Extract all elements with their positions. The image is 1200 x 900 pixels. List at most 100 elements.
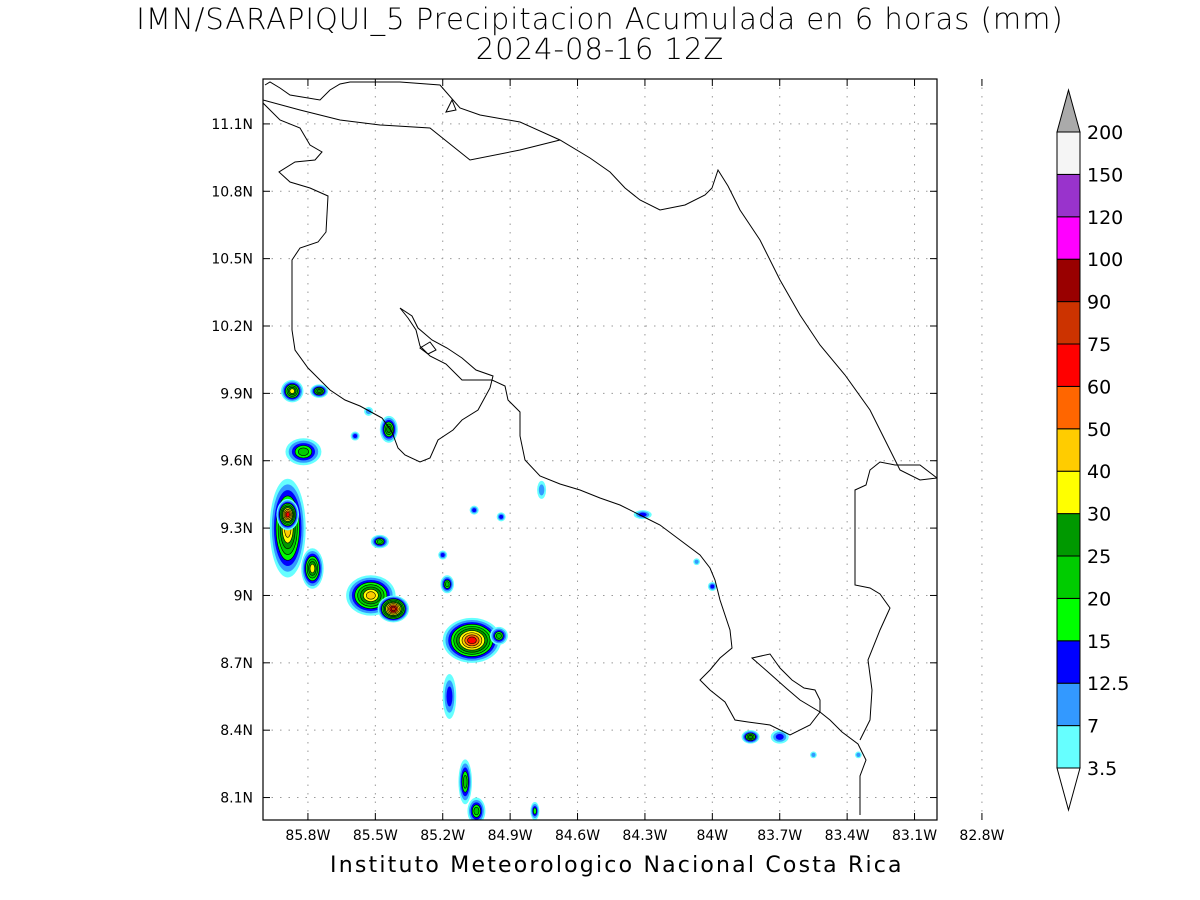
precip-cell <box>707 581 717 591</box>
precip-contour <box>472 508 477 513</box>
precip-cell <box>633 510 652 520</box>
precip-contour <box>532 807 537 815</box>
lat-tick-label: 8.4N <box>220 723 253 739</box>
precip-cell <box>285 438 322 466</box>
colorbar-swatch <box>1056 131 1081 175</box>
colorbar-label: 25 <box>1087 546 1111 568</box>
colorbar-label: 15 <box>1087 631 1111 653</box>
map-title: IMN/SARAPIQUI_5 Precipitacion Acumulada … <box>136 2 1064 36</box>
precip-contour <box>811 752 816 757</box>
precip-cell <box>693 558 700 566</box>
colorbar-swatch <box>1056 385 1081 430</box>
colorbar-swatch <box>1056 216 1081 260</box>
colorbar-label: 90 <box>1087 292 1111 314</box>
precip-cell <box>370 534 389 549</box>
precip-contour <box>467 636 477 645</box>
border-panama <box>854 461 937 741</box>
precip-cell <box>350 431 360 441</box>
precip-cell <box>442 674 457 719</box>
lat-tick-label: 8.1N <box>220 791 253 807</box>
lat-tick-label: 9.3N <box>220 521 253 537</box>
precipitation-field <box>269 379 862 820</box>
precip-contour <box>473 806 480 816</box>
colorbar-label: 40 <box>1087 461 1111 483</box>
precip-cell <box>276 498 299 531</box>
axis-ticks: 85.8W 85.5W 85.2W 84.9W 84.6W 84.3W 84W 83.7W 83… <box>211 79 1005 844</box>
colorbar-label: 12.5 <box>1087 673 1129 695</box>
precip-cell <box>469 505 479 515</box>
precip-contour <box>298 447 309 456</box>
lon-tick-label: 83.4W <box>825 828 870 844</box>
colorbar-label: 30 <box>1087 504 1111 526</box>
precip-cell <box>310 384 329 398</box>
precip-contour <box>445 581 450 588</box>
lat-tick-label: 9.9N <box>220 386 253 402</box>
precip-contour <box>496 633 502 639</box>
precip-cell <box>379 415 398 443</box>
colorbar-max-arrow <box>1056 88 1081 133</box>
lat-tick-label: 10.2N <box>211 319 253 335</box>
precip-contour <box>390 606 396 612</box>
map-subtitle-date: 2024-08-16 12Z <box>475 32 725 66</box>
precip-contour <box>365 591 376 600</box>
precip-contour <box>856 752 861 757</box>
colorbar-label: 100 <box>1087 249 1123 271</box>
lon-tick-label: 85.8W <box>285 828 330 844</box>
precip-contour <box>376 539 383 544</box>
colorbar-swatch <box>1056 725 1081 769</box>
precip-contour <box>440 553 445 558</box>
colorbar-swatch <box>1056 513 1081 557</box>
lon-tick-label: 82.8W <box>959 828 1004 844</box>
footer-credit: Instituto Meteorologico Nacional Costa R… <box>330 853 904 878</box>
precip-contour <box>285 511 290 518</box>
precip-contour <box>353 434 358 439</box>
precip-cell <box>770 730 789 744</box>
precip-contour <box>748 734 754 739</box>
border-nicaragua <box>263 99 561 161</box>
precip-cell <box>854 751 862 759</box>
colorbar-swatch <box>1056 343 1081 387</box>
lake-island <box>445 98 457 113</box>
precip-cell <box>458 759 472 805</box>
gulf-island <box>419 341 437 355</box>
grid-lines <box>263 79 983 820</box>
lat-tick-label: 9.6N <box>220 454 253 470</box>
precip-cell <box>537 480 547 499</box>
precip-contour <box>309 563 316 574</box>
lon-tick-label: 84W <box>696 828 728 844</box>
lon-tick-label: 85.2W <box>420 828 465 844</box>
colorbar-swatch <box>1056 428 1081 472</box>
precip-contour <box>694 559 699 564</box>
precip-cell <box>489 626 508 645</box>
precip-cell <box>280 379 304 403</box>
precip-contour <box>538 484 545 496</box>
lat-tick-label: 8.7N <box>220 656 253 672</box>
precip-contour <box>775 733 784 740</box>
colorbar-swatch <box>1056 640 1081 684</box>
lon-tick-label: 84.9W <box>488 828 533 844</box>
lat-tick-label: 11.1N <box>211 117 253 133</box>
precip-contour <box>446 686 453 707</box>
colorbar-label: 3.5 <box>1087 758 1117 780</box>
coastline-caribbean <box>264 81 937 481</box>
lat-tick-label: 10.8N <box>211 184 253 200</box>
precip-cell <box>438 550 448 560</box>
coastline-pacific <box>263 102 867 815</box>
colorbar-label: 60 <box>1087 376 1111 398</box>
colorbar-label: 150 <box>1087 164 1123 186</box>
precip-cell <box>440 575 454 594</box>
colorbar-swatch <box>1056 682 1081 727</box>
precip-contour <box>289 388 295 394</box>
lat-tick-label: 9N <box>234 588 253 604</box>
lon-tick-label: 84.3W <box>622 828 667 844</box>
plot-frame <box>262 78 938 821</box>
precip-cell <box>364 406 374 416</box>
colorbar-swatch <box>1056 301 1081 345</box>
colorbar-legend: 3.5 7 12.5 15 20 25 30 40 50 60 75 90 100 120 150 200 <box>1056 88 1129 812</box>
lon-tick-label: 84.6W <box>555 828 600 844</box>
precip-contour <box>710 584 715 589</box>
colorbar-min-arrow <box>1056 767 1081 812</box>
lon-tick-label: 85.5W <box>353 828 398 844</box>
colorbar-label: 7 <box>1087 716 1099 738</box>
